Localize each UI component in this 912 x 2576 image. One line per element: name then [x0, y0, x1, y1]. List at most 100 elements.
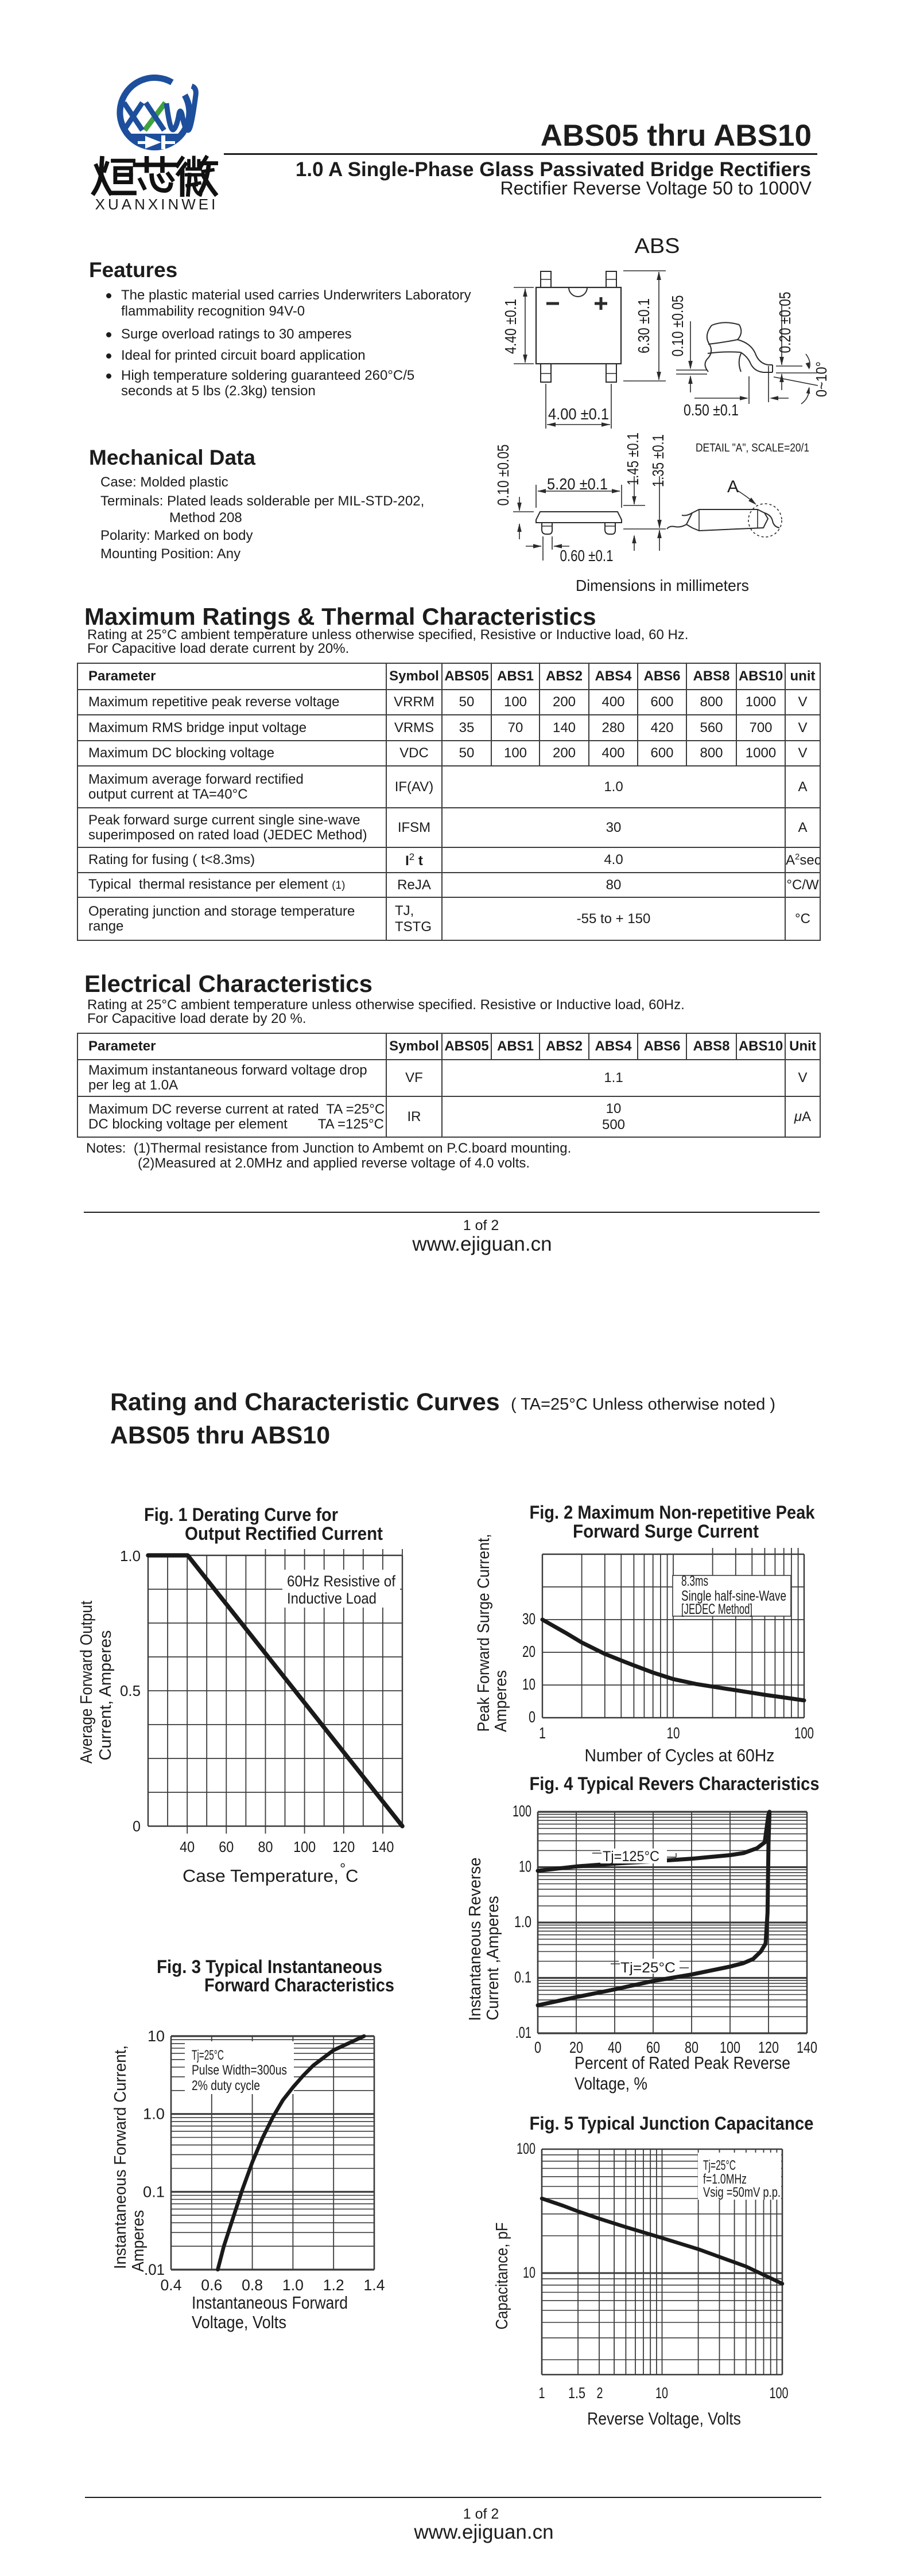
svg-text:Amperes: Amperes	[129, 2210, 148, 2272]
svg-text:Current, Amperes: Current, Amperes	[96, 1631, 115, 1761]
svg-text:100: 100	[513, 1802, 531, 1820]
svg-text:4.00 ±0.1: 4.00 ±0.1	[548, 405, 609, 423]
svg-text:0.1: 0.1	[143, 2183, 165, 2200]
svg-text:80: 80	[258, 1838, 273, 1855]
svg-text:.01: .01	[144, 2261, 165, 2278]
svg-text:0.10 ±0.05: 0.10 ±0.05	[494, 445, 512, 506]
svg-text:0.1: 0.1	[514, 1968, 531, 1986]
svg-text:2% duty cycle: 2% duty cycle	[192, 2078, 260, 2094]
svg-text:6.30 ±0.1: 6.30 ±0.1	[635, 298, 653, 353]
svg-text:0.5: 0.5	[120, 1682, 141, 1699]
svg-text:Vsig =50mV p.p.: Vsig =50mV p.p.	[703, 2185, 781, 2200]
svg-text:1.2: 1.2	[323, 2277, 344, 2294]
svg-text:Voltage, %: Voltage, %	[575, 2073, 647, 2094]
svg-text:Dimensions in millimeters: Dimensions in millimeters	[576, 577, 749, 594]
svg-text:0: 0	[534, 2038, 541, 2056]
svg-text:20: 20	[522, 1643, 535, 1660]
svg-text:Instantaneous Reverse: Instantaneous Reverse	[466, 1858, 484, 2021]
svg-text:Tj=25°C: Tj=25°C	[703, 2158, 736, 2173]
svg-text:Forward Characteristics: Forward Characteristics	[204, 1975, 394, 1995]
svg-text:C: C	[346, 1866, 358, 1886]
svg-text:140: 140	[371, 1838, 394, 1855]
svg-text:100: 100	[770, 2384, 789, 2402]
svg-text:8.3ms: 8.3ms	[681, 1573, 708, 1589]
svg-text:Average Forward Output: Average Forward Output	[77, 1601, 96, 1764]
svg-text:0.50 ±0.1: 0.50 ±0.1	[684, 401, 739, 419]
svg-text:Voltage, Volts: Voltage, Volts	[192, 2312, 286, 2332]
svg-text:Peak Forward Surge Current,: Peak Forward Surge Current,	[475, 1534, 493, 1732]
svg-text:0~10°: 0~10°	[813, 361, 830, 397]
svg-text:2: 2	[597, 2384, 603, 2402]
svg-text:1.0: 1.0	[143, 2106, 165, 2123]
svg-text:Tj=25°C: Tj=25°C	[620, 1960, 676, 1976]
svg-text:Case Temperature,: Case Temperature,	[183, 1866, 339, 1886]
svg-text:10: 10	[148, 2028, 165, 2045]
svg-text:DETAIL "A", SCALE=20/1: DETAIL "A", SCALE=20/1	[696, 442, 809, 454]
svg-text:0: 0	[133, 1818, 141, 1835]
svg-text:1.0: 1.0	[282, 2277, 304, 2294]
svg-text:1: 1	[539, 1724, 546, 1742]
svg-text:100: 100	[794, 1724, 814, 1742]
svg-text:Fig. 4 Typical Revers Characte: Fig. 4 Typical Revers Characteristics	[530, 1773, 820, 1794]
svg-text:120: 120	[332, 1838, 355, 1855]
svg-text:10: 10	[519, 1858, 531, 1875]
svg-text:20: 20	[569, 2038, 583, 2056]
svg-text:4.40 ±0.1: 4.40 ±0.1	[502, 299, 519, 354]
svg-text:1.4: 1.4	[364, 2277, 385, 2294]
svg-text:Fig. 5 Typical Junction Capaci: Fig. 5 Typical Junction Capacitance	[530, 2113, 814, 2134]
svg-text:100: 100	[517, 2140, 535, 2157]
svg-text:1.45 ±0.1: 1.45 ±0.1	[624, 433, 642, 485]
svg-text:30: 30	[522, 1610, 535, 1628]
svg-text:0.10 ±0.05: 0.10 ±0.05	[669, 295, 686, 357]
svg-text:Percent of Rated Peak Reverse: Percent of Rated Peak Reverse	[575, 2053, 790, 2073]
svg-text:0.6: 0.6	[201, 2277, 222, 2294]
svg-text:Forward Surge Current: Forward Surge Current	[573, 1521, 759, 1542]
svg-text:Tj=125°C: Tj=125°C	[603, 1849, 659, 1865]
svg-text:10: 10	[523, 2264, 535, 2281]
svg-text:f=1.0MHz: f=1.0MHz	[703, 2172, 747, 2187]
svg-text:10: 10	[655, 2384, 668, 2402]
svg-text:Tj=25°C: Tj=25°C	[192, 2048, 224, 2063]
svg-text:0: 0	[529, 1708, 535, 1726]
svg-text:80: 80	[685, 2038, 698, 2056]
svg-text:Output Rectified Current: Output Rectified Current	[185, 1523, 383, 1544]
svg-text:Number of Cycles at 60Hz: Number of Cycles at 60Hz	[585, 1745, 775, 1765]
svg-text:Current ,Amperes: Current ,Amperes	[484, 1896, 502, 2021]
svg-text:ABS: ABS	[635, 234, 680, 258]
svg-text:Single half-sine-Wave: Single half-sine-Wave	[681, 1588, 786, 1604]
svg-text:0.60 ±0.1: 0.60 ±0.1	[560, 547, 614, 565]
svg-text:1.0: 1.0	[514, 1913, 531, 1931]
svg-text:120: 120	[758, 2038, 779, 2056]
svg-text:Inductive Load: Inductive Load	[287, 1590, 377, 1607]
svg-text:Fig. 2 Maximum Non-repetitive: Fig. 2 Maximum Non-repetitive Peak	[530, 1502, 815, 1523]
svg-text:100: 100	[293, 1838, 316, 1855]
svg-text:0.8: 0.8	[242, 2277, 263, 2294]
svg-text:1.0: 1.0	[120, 1547, 141, 1565]
svg-text:0.20 ±0.05: 0.20 ±0.05	[776, 292, 794, 353]
svg-text:Capacitance, pF: Capacitance, pF	[493, 2223, 511, 2330]
svg-text:Fig. 3 Typical Instantaneous: Fig. 3 Typical Instantaneous	[157, 1956, 382, 1977]
svg-text:A: A	[727, 477, 739, 496]
svg-text:Reverse Voltage, Volts: Reverse Voltage, Volts	[587, 2408, 741, 2429]
svg-text:10: 10	[522, 1675, 535, 1693]
svg-text:60: 60	[646, 2038, 660, 2056]
svg-text:Pulse Width=300us: Pulse Width=300us	[192, 2063, 287, 2078]
svg-text:[JEDEC Method]: [JEDEC Method]	[681, 1601, 752, 1617]
svg-text:5.20 ±0.1: 5.20 ±0.1	[547, 475, 608, 493]
svg-text:1: 1	[539, 2384, 545, 2402]
svg-text:Instantaneous Forward: Instantaneous Forward	[192, 2293, 348, 2313]
svg-text:°: °	[340, 1860, 346, 1877]
svg-text:Fig. 1 Derating Curve for: Fig. 1 Derating Curve for	[144, 1504, 338, 1525]
svg-text:60Hz Resistive of: 60Hz Resistive of	[287, 1573, 395, 1590]
svg-text:.01: .01	[515, 2024, 531, 2041]
svg-text:10: 10	[667, 1724, 680, 1742]
svg-text:40: 40	[608, 2038, 622, 2056]
svg-text:60: 60	[219, 1838, 234, 1855]
svg-text:100: 100	[720, 2038, 740, 2056]
svg-text:Instantaneous Forward Current,: Instantaneous Forward Current,	[111, 2045, 130, 2269]
svg-text:0.4: 0.4	[161, 2277, 182, 2294]
svg-text:140: 140	[797, 2038, 817, 2056]
svg-text:1.35 ±0.1: 1.35 ±0.1	[649, 434, 667, 487]
svg-text:1.5: 1.5	[568, 2384, 585, 2402]
svg-text:40: 40	[180, 1838, 195, 1855]
